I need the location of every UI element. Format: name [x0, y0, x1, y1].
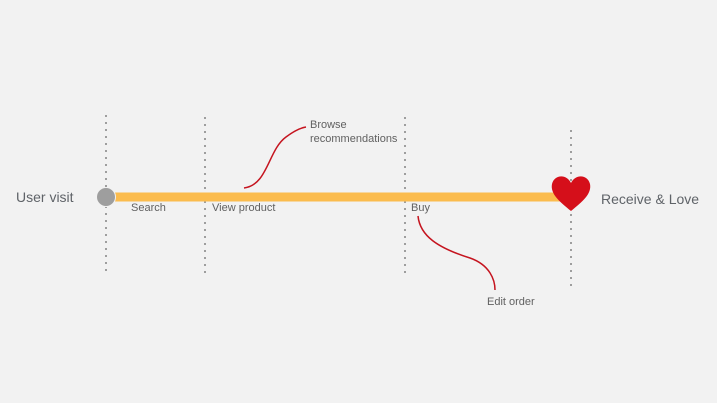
start-label: User visit [16, 189, 74, 205]
browse-annotation-line1: Browse [310, 119, 347, 131]
journey-track [106, 192, 568, 202]
browse-annotation-line [243, 126, 307, 189]
edit-order-annotation: Edit order [487, 296, 535, 308]
browse-annotation-line2: recommendations [310, 133, 398, 145]
step-label-view-product: View product [212, 202, 276, 214]
start-node-icon [96, 187, 116, 207]
end-label: Receive & Love [601, 191, 700, 207]
step-label-search: Search [131, 202, 166, 214]
edit-order-annotation-line [417, 215, 496, 291]
step-label-buy: Buy [411, 202, 430, 214]
heart-icon [551, 176, 591, 211]
browse-recommendations-annotation: Browse recommendations [310, 118, 397, 146]
